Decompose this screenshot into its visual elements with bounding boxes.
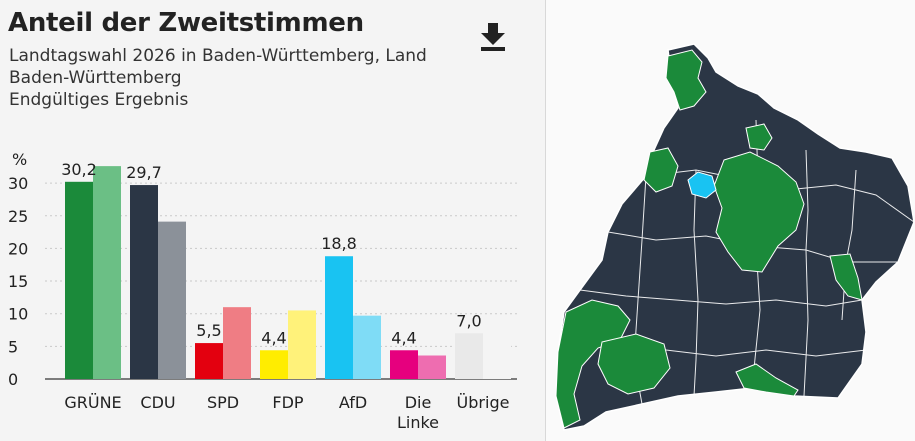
chart-title: Anteil der Zweitstimmen <box>8 8 364 38</box>
bar-previous <box>93 166 121 379</box>
y-tick-label: 15 <box>8 272 28 291</box>
bar-value-label: 30,2 <box>61 160 97 179</box>
map-gruene-districts[interactable] <box>555 49 863 429</box>
x-category-label: Die Linke <box>397 393 439 432</box>
bar-current <box>325 256 353 379</box>
bar-previous <box>483 323 511 379</box>
bar-current <box>390 350 418 379</box>
y-axis-label: % <box>12 150 27 169</box>
result-status: Endgültiges Ergebnis <box>9 90 189 110</box>
baden-wuerttemberg-map[interactable] <box>546 0 915 441</box>
y-tick-label: 30 <box>8 174 28 193</box>
bar-previous <box>158 221 186 379</box>
bar-previous <box>418 355 446 379</box>
bar-chart: % 0 5 10 15 20 25 30 30,2 GRÜNE 29,7 CDU 5,5 SPD 4,4 FD… <box>8 150 517 432</box>
y-tick-label: 25 <box>8 207 28 226</box>
download-button[interactable] <box>478 20 508 52</box>
y-tick-label: 10 <box>8 305 28 324</box>
x-category-label: CDU <box>140 393 175 412</box>
bar-previous <box>288 310 316 379</box>
bar-current <box>260 350 288 379</box>
bar-value-label: 4,4 <box>261 328 286 347</box>
x-category-label: SPD <box>207 393 239 412</box>
chart-subtitle: Landtagswahl 2026 in Baden-Württemberg, … <box>9 46 427 88</box>
x-category-label: Übrige <box>457 393 510 412</box>
y-tick-label: 0 <box>8 370 18 389</box>
bar-current <box>455 333 483 379</box>
bar-previous <box>223 307 251 379</box>
y-tick-label: 5 <box>8 337 18 356</box>
y-tick-label: 20 <box>8 239 28 258</box>
x-category-label: GRÜNE <box>64 393 121 412</box>
bar-previous <box>353 315 381 379</box>
map-panel <box>546 0 915 441</box>
bar-current <box>195 343 223 379</box>
x-category-label: FDP <box>272 393 304 412</box>
bar-value-label: 7,0 <box>456 311 481 330</box>
bar-current <box>130 185 158 379</box>
x-category-label: AfD <box>339 393 367 412</box>
download-icon <box>481 23 505 51</box>
bar-value-label: 5,5 <box>196 321 221 340</box>
map-afd-district[interactable] <box>687 171 717 199</box>
bar-value-label: 4,4 <box>391 328 416 347</box>
chart-panel: Anteil der Zweitstimmen Landtagswahl 202… <box>0 0 546 441</box>
bar-value-label: 29,7 <box>126 163 162 182</box>
bar-current <box>65 181 93 379</box>
bar-value-label: 18,8 <box>321 234 357 253</box>
